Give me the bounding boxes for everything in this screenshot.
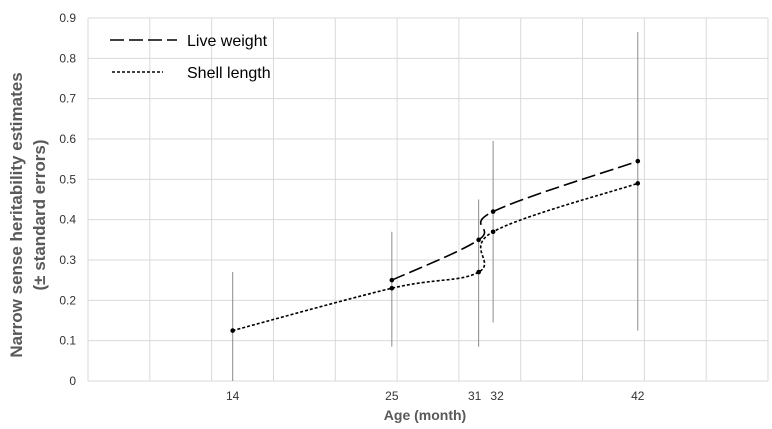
y-tick-label: 0.5 <box>59 172 76 186</box>
y-tick-label: 0.6 <box>59 132 76 146</box>
x-tick-label: 31 <box>468 389 482 403</box>
data-point <box>635 158 641 164</box>
data-point <box>490 229 496 235</box>
error-bars <box>232 32 639 381</box>
data-point <box>389 285 395 291</box>
y-tick-label: 0 <box>69 374 76 388</box>
data-point <box>476 269 481 275</box>
data-point <box>230 328 235 333</box>
y-axis-title-line2: (± standard errors) <box>30 139 49 290</box>
y-tick-label: 0.1 <box>59 334 76 348</box>
data-point <box>389 277 395 283</box>
y-tick-label: 0.8 <box>59 51 76 65</box>
x-tick-label: 32 <box>490 389 504 403</box>
x-axis-title: Age (month) <box>384 407 466 423</box>
series-lines <box>232 160 639 332</box>
legend: Live weight Shell length <box>110 33 271 82</box>
x-axis-ticks: 14 25 31 32 42 <box>226 389 645 403</box>
legend-item-live-weight: Live weight <box>110 33 268 50</box>
x-tick-label: 14 <box>226 389 240 403</box>
data-point <box>476 237 481 243</box>
y-tick-label: 0.7 <box>59 92 76 106</box>
series-line-live-weight <box>391 160 639 281</box>
legend-item-shell-length: Shell length <box>112 65 271 82</box>
data-points <box>230 158 641 333</box>
y-tick-label: 0.4 <box>59 213 76 227</box>
data-point <box>490 209 496 214</box>
legend-label-shell-length: Shell length <box>187 65 271 82</box>
y-tick-label: 0.3 <box>59 253 76 267</box>
y-axis-ticks: 0 0.1 0.2 0.3 0.4 0.5 0.6 0.7 0.8 0.9 <box>59 11 76 388</box>
series-line-shell-length <box>232 182 639 332</box>
y-tick-label: 0.9 <box>59 11 76 25</box>
legend-label-live-weight: Live weight <box>187 33 268 50</box>
y-axis-title: Narrow sense heritability estimates <box>7 72 26 357</box>
x-tick-label: 25 <box>385 389 399 403</box>
data-point <box>635 181 641 186</box>
y-tick-label: 0.2 <box>59 293 76 307</box>
x-tick-label: 42 <box>631 389 645 403</box>
